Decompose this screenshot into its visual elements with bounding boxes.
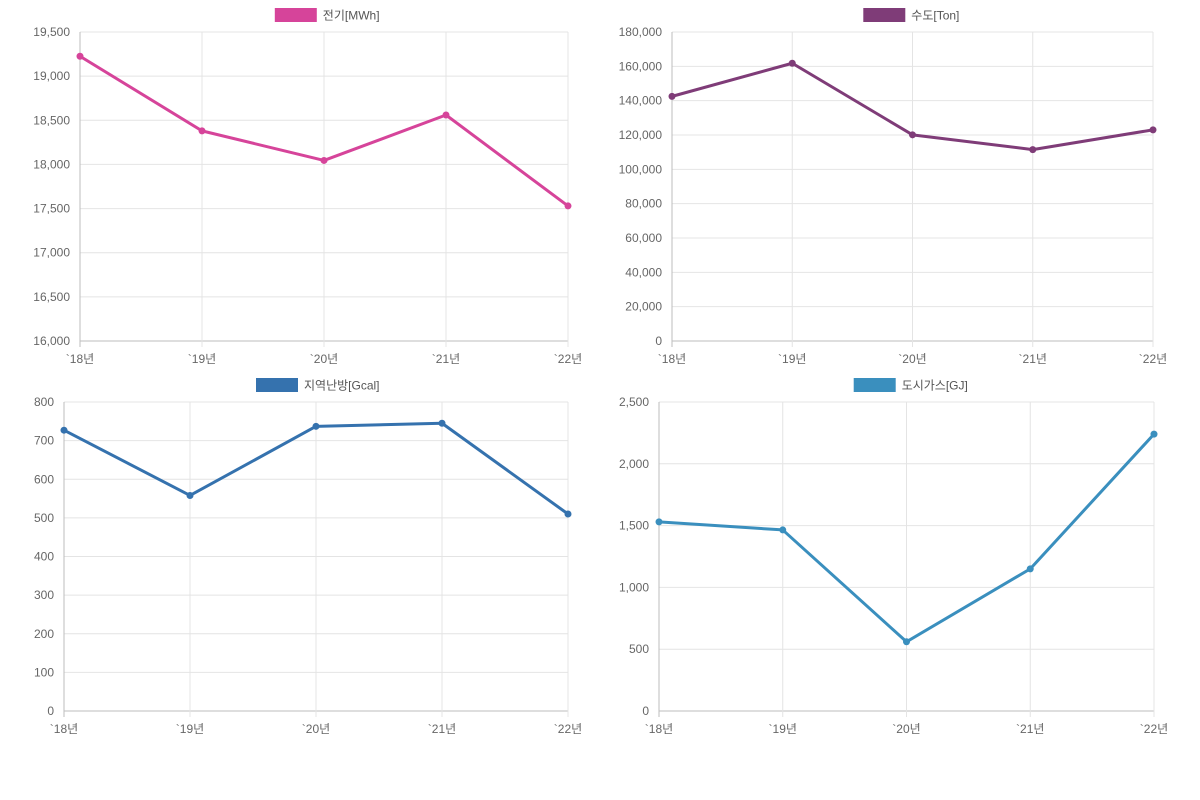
data-point[interactable] <box>655 518 663 526</box>
x-tick-label: `18년 <box>645 722 673 736</box>
y-tick-label: 19,000 <box>33 69 70 83</box>
electricity-chart: 전기[MWh] 16,000 16,500 17,000 17,500 18,000 18,… <box>33 8 582 366</box>
city-gas-chart: 도시가스[GJ] 0 500 1,000 1,500 2,000 2,500 `18년 `19년… <box>619 378 1168 736</box>
x-tick-label: `22년 <box>554 352 582 366</box>
x-tick-label: `21년 <box>432 352 460 366</box>
data-point[interactable] <box>442 111 450 119</box>
y-tick-label: 2,500 <box>619 395 649 409</box>
data-point[interactable] <box>909 131 916 139</box>
legend-swatch <box>274 8 317 22</box>
data-point[interactable] <box>668 92 676 100</box>
y-tick-label: 2,000 <box>619 457 649 471</box>
y-tick-label: 1,000 <box>619 580 649 594</box>
y-tick-label: 100 <box>34 665 54 679</box>
y-tick-label: 60,000 <box>625 231 662 245</box>
data-point[interactable] <box>320 156 328 164</box>
legend-swatch <box>853 378 896 392</box>
x-tick-label: `21년 <box>1019 352 1047 366</box>
data-point[interactable] <box>564 510 572 518</box>
y-tick-label: 17,500 <box>33 202 70 216</box>
data-point[interactable] <box>198 127 206 135</box>
x-tick-label: `21년 <box>1016 722 1044 736</box>
y-tick-label: 0 <box>47 704 54 718</box>
x-tick-label: `19년 <box>778 352 806 366</box>
y-tick-label: 1,500 <box>619 519 649 533</box>
x-tick-label: `21년 <box>428 722 456 736</box>
y-tick-label: 18,000 <box>33 157 70 171</box>
x-tick-label: `19년 <box>188 352 216 366</box>
x-tick-label: `18년 <box>50 722 78 736</box>
y-tick-label: 500 <box>629 642 649 656</box>
data-point[interactable] <box>788 59 796 67</box>
y-tick-label: 600 <box>34 472 54 486</box>
data-point[interactable] <box>1026 565 1034 573</box>
y-tick-label: 400 <box>34 550 54 564</box>
data-point[interactable] <box>438 419 446 427</box>
y-tick-label: 140,000 <box>619 94 663 108</box>
legend[interactable]: 수도[Ton] <box>863 8 959 23</box>
x-tick-label: `22년 <box>1139 352 1167 366</box>
legend-swatch <box>863 8 906 22</box>
data-point[interactable] <box>76 52 84 60</box>
x-tick-label: `18년 <box>658 352 686 366</box>
x-tick-label: `19년 <box>176 722 204 736</box>
x-tick-label: `18년 <box>66 352 94 366</box>
y-tick-label: 700 <box>34 434 54 448</box>
legend-label: 전기[MWh] <box>323 9 380 23</box>
data-point[interactable] <box>1150 430 1158 438</box>
x-tick-label: `22년 <box>1140 722 1168 736</box>
x-tick-label: `20년 <box>892 722 920 736</box>
data-point[interactable] <box>564 202 572 210</box>
y-tick-label: 200 <box>34 627 54 641</box>
district-heating-chart: 지역난방[Gcal] 0 100 200 300 400 500 600 700 800 `18년 `… <box>34 378 582 736</box>
y-tick-label: 16,000 <box>33 334 70 348</box>
y-tick-label: 20,000 <box>625 300 662 314</box>
legend[interactable]: 지역난방[Gcal] <box>256 378 380 393</box>
data-point[interactable] <box>312 422 320 430</box>
y-tick-label: 17,000 <box>33 246 70 260</box>
legend-label: 지역난방[Gcal] <box>304 379 380 393</box>
y-tick-label: 19,500 <box>33 25 70 39</box>
data-point[interactable] <box>60 426 68 434</box>
y-tick-label: 16,500 <box>33 290 70 304</box>
y-tick-label: 0 <box>642 704 649 718</box>
x-tick-label: `22년 <box>554 722 582 736</box>
y-tick-label: 180,000 <box>619 25 663 39</box>
legend[interactable]: 도시가스[GJ] <box>853 378 968 393</box>
y-tick-label: 300 <box>34 588 54 602</box>
y-tick-label: 800 <box>34 395 54 409</box>
data-point[interactable] <box>779 526 787 534</box>
legend-label: 도시가스[GJ] <box>902 379 968 393</box>
legend[interactable]: 전기[MWh] <box>274 8 380 23</box>
data-point[interactable] <box>1029 146 1037 154</box>
water-chart: 수도[Ton] 0 20,000 40,000 60,000 80,000 100,000 1… <box>619 8 1167 366</box>
data-point[interactable] <box>186 491 194 499</box>
y-tick-label: 160,000 <box>619 59 663 73</box>
y-tick-label: 500 <box>34 511 54 525</box>
data-point[interactable] <box>1149 126 1157 134</box>
y-tick-label: 80,000 <box>625 197 662 211</box>
legend-label: 수도[Ton] <box>911 9 959 23</box>
y-tick-label: 100,000 <box>619 162 663 176</box>
legend-swatch <box>256 378 298 392</box>
x-tick-label: `20년 <box>310 352 338 366</box>
y-tick-label: 0 <box>655 334 662 348</box>
y-tick-label: 120,000 <box>619 128 663 142</box>
x-tick-label: `20년 <box>898 352 926 366</box>
y-tick-label: 40,000 <box>625 265 662 279</box>
x-tick-label: `20년 <box>302 722 330 736</box>
data-point[interactable] <box>903 638 910 646</box>
y-tick-label: 18,500 <box>33 113 70 127</box>
x-tick-label: `19년 <box>769 722 797 736</box>
